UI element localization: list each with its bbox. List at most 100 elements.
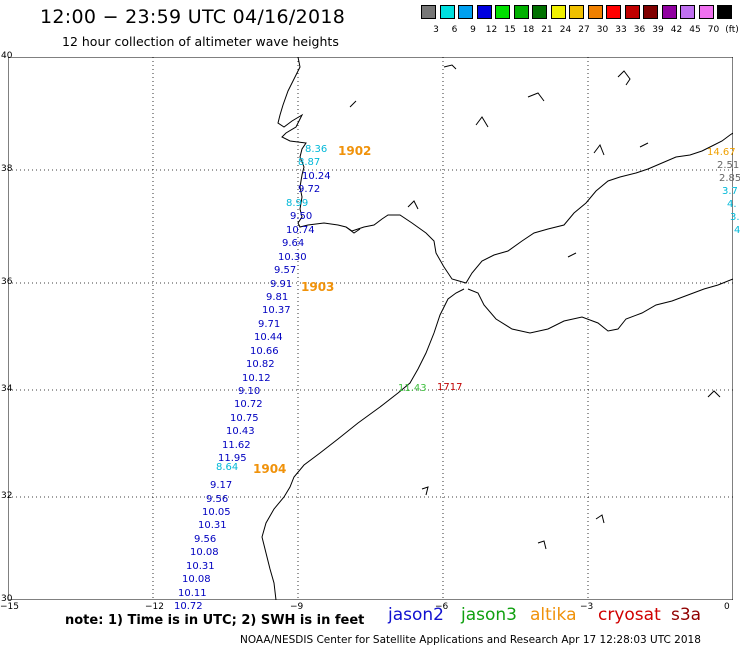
longitude-label: −15 [0, 602, 19, 612]
scale-swatch [495, 5, 510, 19]
longitude-label: −6 [435, 602, 449, 612]
wave-height-value: 10.31 [198, 520, 227, 531]
coast-detail [567, 252, 577, 258]
wave-height-value: 14.67 [707, 147, 736, 158]
map-title: 12:00 − 23:59 UTC 04/16/2018 [40, 6, 346, 28]
scale-label: 3 [433, 25, 439, 35]
wave-height-value: 9.17 [210, 480, 233, 491]
latitude-label: 38 [1, 164, 13, 174]
scale-label: 27 [578, 25, 590, 35]
coast-detail [707, 390, 721, 398]
pass-time-label: 1903 [301, 280, 335, 294]
longitude-label: −3 [580, 602, 594, 612]
satellite-legend-s3a: s3a [671, 605, 702, 625]
scale-swatch [643, 5, 658, 19]
footnote: note: 1) Time is in UTC; 2) SWH is in fe… [65, 613, 365, 628]
wave-height-value: 8.64 [216, 462, 239, 473]
wave-height-value: 9.57 [274, 265, 297, 276]
wave-height-value: 10.44 [254, 332, 283, 343]
scale-swatch [606, 5, 621, 19]
scale-swatch [421, 5, 436, 19]
wave-height-value: 9.91 [270, 279, 293, 290]
wave-height-value: 10.74 [286, 225, 315, 236]
scale-label: 21 [541, 25, 553, 35]
scale-label: 6 [451, 25, 458, 35]
wave-height-value: 10.72 [234, 399, 263, 410]
satellite-legend-jason2: jason2 [388, 605, 444, 625]
wave-height-value: 8.36 [305, 144, 328, 155]
wave-height-value: 10.08 [182, 574, 211, 585]
coast-detail [537, 540, 547, 550]
altimeter-map [8, 57, 733, 600]
coastlines [261, 57, 733, 600]
wave-height-value: 10.72 [174, 601, 203, 612]
coast-detail [407, 200, 419, 210]
scale-label: 33 [615, 25, 627, 35]
scale-label: 18 [522, 25, 535, 35]
scale-swatch [532, 5, 547, 19]
latitude-label: 40 [1, 51, 13, 61]
scale-label: 70 [707, 25, 720, 35]
map-subtitle: 12 hour collection of altimeter wave hei… [62, 34, 339, 49]
scale-label: 12 [485, 25, 498, 35]
wave-height-value: 10.08 [190, 547, 219, 558]
coast-detail [421, 486, 429, 496]
map-frame [8, 57, 733, 600]
wave-height-value: 10.12 [242, 373, 271, 384]
scale-label: 30 [596, 25, 609, 35]
pass-time-label: 1717 [437, 382, 463, 393]
wave-height-value: 11.43 [398, 383, 427, 394]
longitude-label: −9 [290, 602, 304, 612]
scale-swatch [476, 5, 492, 19]
coast-detail [349, 100, 357, 108]
scale-swatch [550, 5, 566, 19]
scale-label: 42 [670, 25, 683, 35]
satellite-legend-cryosat: cryosat [598, 605, 661, 625]
coast-detail [527, 92, 545, 102]
scale-swatch [439, 5, 455, 19]
wave-height-value: 8.87 [298, 157, 321, 168]
longitude-label: 0 [724, 602, 730, 612]
scale-swatch [624, 5, 640, 19]
wave-height-value: 8.99 [286, 198, 309, 209]
morocco-coast [261, 288, 465, 600]
scale-label: 36 [633, 25, 646, 35]
coast-detail [345, 226, 361, 234]
scale-label: 45 [689, 25, 701, 35]
scale-swatch [717, 5, 732, 19]
wave-height-value: 9.72 [298, 184, 321, 195]
latitude-label: 34 [1, 384, 13, 394]
wave-height-value: 9.50 [290, 211, 313, 222]
scale-swatch [698, 5, 714, 19]
coast-detail [595, 514, 605, 524]
scale-swatch [587, 5, 603, 19]
scale-swatch [569, 5, 584, 19]
wave-height-value: 9.81 [266, 292, 289, 303]
scale-swatch [458, 5, 473, 19]
wave-height-value: 10.30 [278, 252, 307, 263]
north-africa-coast [467, 278, 733, 334]
credit-footer: NOAA/NESDIS Center for Satellite Applica… [240, 634, 701, 646]
scale-label: 24 [559, 25, 572, 35]
coast-detail [443, 64, 457, 70]
scale-swatch [513, 5, 529, 19]
longitude-label: −12 [145, 602, 164, 612]
wave-height-value: 4 [734, 225, 740, 236]
wave-height-value: 10.31 [186, 561, 215, 572]
iberia-coast [277, 57, 733, 284]
wave-height-value: 10.05 [202, 507, 231, 518]
wave-height-value: 10.82 [246, 359, 275, 370]
coast-detail [639, 142, 649, 148]
wave-height-value: 3.7 [722, 186, 738, 197]
wave-height-value: 9.10 [238, 386, 261, 397]
pass-time-label: 1904 [253, 462, 287, 476]
latitude-label: 32 [1, 491, 13, 501]
wave-height-value: 10.66 [250, 346, 279, 357]
wave-height-value: 11.62 [222, 440, 251, 451]
wave-height-value: 4. [727, 199, 737, 210]
scale-label: 9 [470, 25, 476, 35]
coast-detail [593, 143, 605, 156]
wave-height-value: 2.51 [717, 160, 740, 171]
satellite-legend-jason3: jason3 [461, 605, 517, 625]
latitude-label: 30 [1, 594, 13, 604]
